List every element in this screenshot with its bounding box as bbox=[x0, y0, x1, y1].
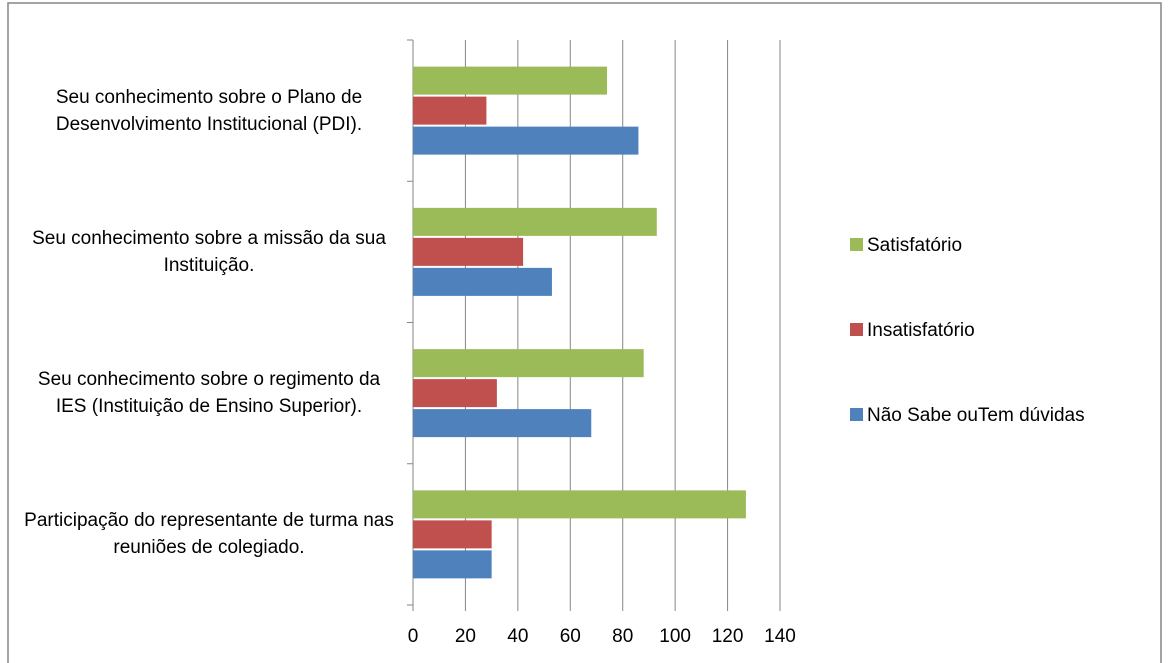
bar bbox=[413, 490, 746, 519]
x-tick-label: 20 bbox=[455, 626, 476, 647]
legend-swatch bbox=[850, 323, 863, 336]
bar bbox=[413, 126, 639, 155]
legend-label: Não Sabe ouTem dúvidas bbox=[867, 405, 1085, 426]
y-tick-label: Seu conhecimento sobre o regimento da IE… bbox=[37, 369, 381, 418]
x-tick-label: 100 bbox=[659, 626, 691, 647]
legend-label: Insatisfatório bbox=[867, 320, 975, 341]
bar bbox=[413, 379, 497, 408]
bar bbox=[413, 267, 552, 296]
bar bbox=[413, 66, 607, 95]
x-tick-label: 40 bbox=[507, 626, 528, 647]
bar bbox=[413, 550, 492, 579]
y-tick-label: Seu conhecimento sobre o Plano de Desenv… bbox=[55, 86, 363, 135]
chart-border bbox=[7, 2, 1162, 663]
y-tick-label: Seu conhecimento sobre a missão da sua I… bbox=[32, 227, 386, 276]
x-tick-label: 60 bbox=[560, 626, 581, 647]
bar bbox=[413, 237, 524, 266]
bar bbox=[413, 520, 492, 549]
y-tick-label: Participação do representante de turma n… bbox=[24, 510, 394, 559]
bar bbox=[413, 96, 487, 125]
x-tick-label: 120 bbox=[712, 626, 744, 647]
bar bbox=[413, 409, 592, 438]
bar bbox=[413, 207, 657, 236]
legend-label: Satisfatório bbox=[867, 235, 962, 256]
x-tick-label: 80 bbox=[612, 626, 633, 647]
legend-swatch bbox=[850, 408, 863, 421]
x-tick-label: 140 bbox=[764, 626, 796, 647]
x-tick-label: 0 bbox=[408, 626, 419, 647]
bar bbox=[413, 349, 644, 378]
legend-swatch bbox=[850, 238, 863, 251]
